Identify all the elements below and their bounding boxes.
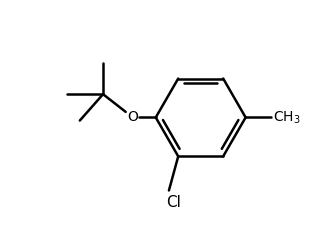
Text: O: O xyxy=(127,110,138,124)
Text: CH$_3$: CH$_3$ xyxy=(273,109,300,126)
Text: Cl: Cl xyxy=(166,195,181,210)
